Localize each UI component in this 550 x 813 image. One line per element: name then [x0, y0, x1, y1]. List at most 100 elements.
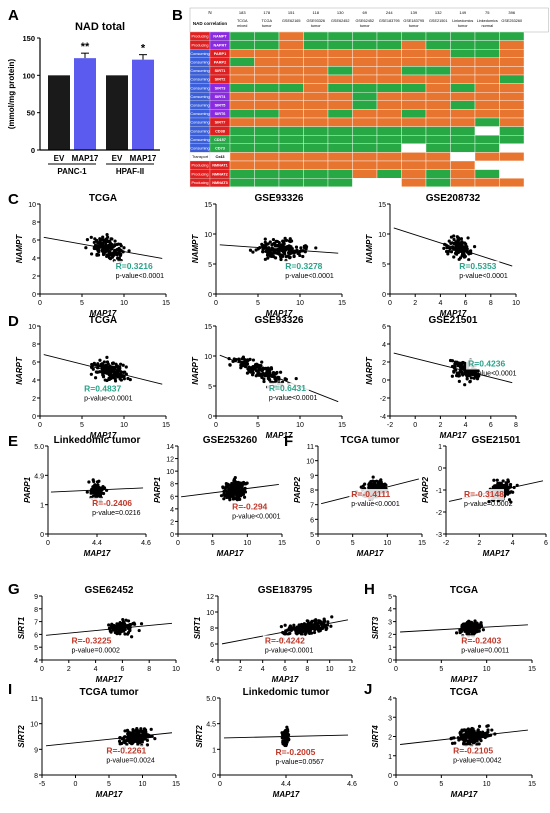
x-axis-label: MAP17	[90, 431, 117, 440]
data-point	[448, 247, 452, 251]
heatmap-cell	[401, 49, 427, 59]
heatmap-cell	[327, 100, 353, 110]
data-points	[278, 615, 334, 642]
heatmap-cell	[278, 83, 304, 93]
heatmap-cell	[499, 31, 525, 41]
row-gene: SIRT5	[215, 104, 226, 108]
column-name: Linkedomics	[477, 19, 498, 23]
data-point	[486, 724, 490, 728]
heatmap-cell	[425, 83, 451, 93]
row-type: Producing	[191, 181, 208, 185]
data-point	[102, 486, 107, 490]
y-tick-label: 5	[208, 384, 212, 391]
heatmap-cell	[450, 134, 476, 144]
heatmap-cell	[229, 177, 255, 187]
row-gene: PARP1	[214, 52, 226, 56]
x-tick-label: 15	[162, 300, 170, 307]
y-tick-label: 11	[31, 696, 38, 703]
heatmap-cell	[327, 177, 353, 187]
data-point	[505, 483, 509, 487]
heatmap-cell	[303, 143, 329, 153]
row-gene: SIRT3	[215, 86, 226, 90]
heatmap-cell	[352, 66, 378, 76]
data-point	[463, 383, 467, 387]
x-tick-label: 4	[511, 540, 515, 547]
data-point	[113, 365, 118, 369]
y-tick-label: -4	[380, 414, 386, 421]
data-point	[242, 495, 247, 499]
x-axis-label: MAP17	[217, 549, 244, 558]
y-tick-label: 4.9	[34, 473, 44, 480]
heatmap-cell	[254, 177, 280, 187]
x-tick-label: -2	[387, 422, 393, 429]
scatter-e-linkedomic: Linkedomic tumor 0 1 4.9 5.0 0 4.4 4.6 MAP17 PARP…	[23, 435, 151, 558]
data-point	[244, 482, 248, 486]
stat-bg	[266, 382, 309, 394]
data-point	[113, 239, 117, 243]
heatmap-cell	[327, 143, 353, 153]
data-point	[276, 251, 280, 255]
y-tick-label: -1	[436, 488, 442, 495]
heatmap-cell	[425, 100, 451, 110]
regression-line	[400, 729, 528, 745]
data-point	[107, 373, 111, 377]
data-point	[299, 625, 304, 629]
heatmap-cell	[229, 83, 255, 93]
data-point	[463, 245, 467, 249]
data-point	[101, 235, 105, 239]
row-type: Consuming	[190, 129, 209, 133]
x-axis-label: MAP17	[483, 549, 510, 558]
heatmap-cell	[474, 177, 500, 187]
column-name: Linkedomics	[452, 19, 473, 23]
heatmap-cell	[499, 134, 525, 144]
regression-line	[43, 354, 163, 385]
data-point	[464, 629, 468, 633]
data-point	[467, 630, 471, 634]
y-tick-label: 10	[378, 232, 386, 239]
data-point	[458, 630, 462, 635]
row-gene: SIRT4	[215, 95, 227, 99]
heatmap-cell	[352, 177, 378, 187]
heatmap-cell	[254, 83, 280, 93]
data-point	[237, 493, 241, 497]
heatmap-cell	[376, 40, 402, 50]
heatmap-cell	[474, 160, 500, 170]
data-point	[450, 359, 455, 363]
data-point	[283, 377, 287, 381]
data-point	[509, 500, 513, 504]
scatter-d-tcga: TCGA 0 2 4 6 8 10 0 5 10 15 MAP17 NARPT R=0.4837 p-val…	[15, 315, 170, 440]
data-point	[153, 736, 157, 741]
heatmap-cell	[229, 109, 255, 119]
p-value: p-value<0.0001	[265, 647, 314, 654]
heatmap-cell	[401, 57, 427, 67]
y-tick-label: -2	[436, 510, 442, 517]
x-tick-label: 0	[214, 300, 218, 307]
data-point	[460, 240, 464, 244]
x-tick-label: 5	[439, 781, 443, 788]
data-point	[92, 491, 96, 495]
data-point	[478, 624, 482, 628]
x-tick-label: 0	[218, 781, 222, 788]
y-axis-label: SIRT1	[17, 616, 26, 639]
y-axis-label: SIRT3	[371, 616, 380, 639]
data-point	[102, 248, 107, 252]
y-tick-label: 4	[382, 342, 386, 349]
data-point	[109, 624, 113, 628]
heatmap-cell	[499, 143, 525, 153]
data-point	[241, 355, 245, 359]
data-point	[309, 620, 314, 624]
row-gene: SIRT1	[215, 69, 226, 73]
panel-letter-d: D	[8, 313, 19, 330]
heatmap-cell	[352, 40, 378, 50]
data-point	[115, 622, 119, 626]
data-point	[137, 628, 141, 633]
data-point	[317, 627, 321, 631]
data-point	[119, 252, 123, 256]
data-point	[109, 376, 113, 380]
heatmap-cell	[254, 66, 280, 76]
data-point	[454, 248, 458, 252]
stat-bg	[451, 745, 494, 757]
data-point	[363, 482, 367, 486]
data-point	[508, 490, 513, 494]
